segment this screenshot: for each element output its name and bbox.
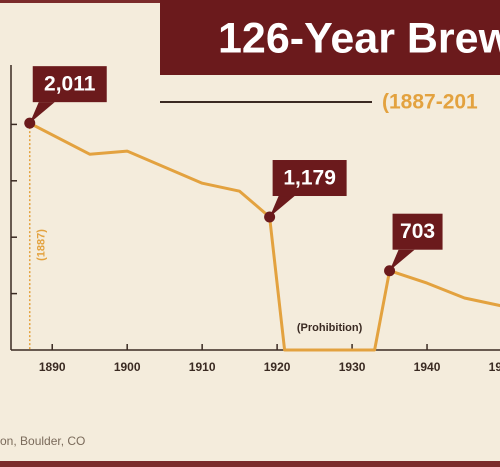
bottom-border <box>0 461 500 467</box>
chart-title: 126-Year Brew <box>218 14 500 62</box>
data-line <box>29 121 500 352</box>
label-box <box>392 213 443 250</box>
x-tick-label: 1900 <box>114 360 141 374</box>
x-tick-label: 1910 <box>189 360 216 374</box>
x-tick-label: 1920 <box>264 360 291 374</box>
label-pointer <box>29 102 55 124</box>
data-label: 2,011 <box>44 73 96 96</box>
x-tick-label: 1930 <box>339 360 366 374</box>
label-box <box>272 160 347 197</box>
label-box <box>32 66 107 103</box>
title-box <box>160 0 500 75</box>
data-point <box>384 265 396 277</box>
label-pointer <box>389 249 415 271</box>
data-label: 703 <box>400 220 435 243</box>
label-pointer <box>269 196 295 218</box>
subtitle: (1887-201 <box>382 91 478 114</box>
data-label: 1,179 <box>283 167 336 190</box>
x-tick-label: 1950 <box>489 360 500 374</box>
data-point <box>24 117 36 129</box>
annotation: (Prohibition) <box>297 322 363 334</box>
data-point <box>264 211 276 223</box>
x-tick-label: 1890 <box>39 360 66 374</box>
source: on, Boulder, CO <box>0 434 85 448</box>
x-tick-label: 1940 <box>414 360 441 374</box>
annotation: (1887) <box>36 229 48 261</box>
